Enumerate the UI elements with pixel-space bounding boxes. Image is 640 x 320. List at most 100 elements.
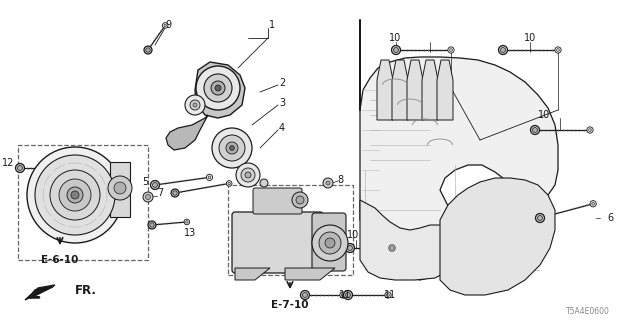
Circle shape [325, 238, 335, 248]
Circle shape [536, 213, 545, 222]
Circle shape [212, 128, 252, 168]
Circle shape [196, 66, 240, 110]
Polygon shape [285, 268, 335, 280]
Circle shape [346, 244, 355, 252]
Circle shape [394, 48, 399, 52]
Circle shape [342, 294, 344, 296]
Circle shape [392, 45, 401, 54]
Circle shape [184, 219, 189, 225]
Circle shape [54, 167, 56, 169]
Polygon shape [360, 200, 458, 280]
Circle shape [146, 48, 150, 52]
Polygon shape [422, 60, 438, 120]
Circle shape [344, 291, 353, 300]
Text: 10: 10 [389, 33, 401, 43]
Circle shape [15, 164, 24, 172]
Circle shape [346, 292, 351, 298]
Circle shape [145, 195, 150, 199]
Circle shape [538, 216, 543, 220]
Circle shape [303, 292, 307, 298]
Text: 7: 7 [157, 188, 163, 198]
Circle shape [348, 245, 353, 251]
Circle shape [385, 292, 391, 298]
Circle shape [340, 292, 346, 298]
Circle shape [592, 203, 595, 205]
Circle shape [450, 49, 452, 51]
Circle shape [27, 147, 123, 243]
Circle shape [152, 182, 157, 188]
Circle shape [296, 196, 304, 204]
Circle shape [150, 223, 154, 227]
Polygon shape [25, 285, 55, 300]
Circle shape [186, 221, 188, 223]
Polygon shape [360, 20, 558, 280]
Polygon shape [195, 62, 245, 118]
Circle shape [499, 45, 508, 54]
Circle shape [532, 128, 538, 132]
Text: 10: 10 [347, 230, 359, 240]
Text: 10: 10 [524, 33, 536, 43]
Polygon shape [166, 115, 208, 150]
Text: 4: 4 [279, 123, 285, 133]
Circle shape [323, 178, 333, 188]
Circle shape [208, 176, 211, 179]
Circle shape [260, 179, 268, 187]
Circle shape [292, 192, 308, 208]
Circle shape [67, 187, 83, 203]
Circle shape [193, 103, 197, 107]
Circle shape [150, 180, 159, 189]
Text: FR.: FR. [75, 284, 97, 297]
Circle shape [52, 165, 58, 171]
Circle shape [312, 225, 348, 261]
Circle shape [164, 24, 166, 27]
Bar [228, 185, 353, 275]
Circle shape [211, 81, 225, 95]
Circle shape [589, 129, 591, 131]
Bar [110, 162, 130, 217]
Circle shape [390, 247, 394, 249]
Circle shape [219, 135, 245, 161]
Circle shape [50, 170, 100, 220]
Text: T5A4E0600: T5A4E0600 [566, 308, 610, 316]
Circle shape [326, 181, 330, 185]
FancyBboxPatch shape [253, 188, 302, 214]
Circle shape [114, 182, 126, 194]
Polygon shape [407, 60, 423, 120]
Text: 10: 10 [538, 110, 550, 120]
Circle shape [227, 181, 232, 186]
Circle shape [500, 48, 506, 52]
Polygon shape [437, 60, 453, 120]
Circle shape [590, 201, 596, 207]
Text: 11: 11 [339, 290, 351, 300]
Text: 3: 3 [279, 98, 285, 108]
Circle shape [245, 172, 251, 178]
Circle shape [226, 142, 238, 154]
Circle shape [301, 291, 310, 300]
Circle shape [319, 232, 341, 254]
Circle shape [143, 192, 153, 202]
Circle shape [108, 176, 132, 200]
Circle shape [389, 245, 395, 251]
Circle shape [204, 74, 232, 102]
Polygon shape [392, 60, 408, 120]
Circle shape [173, 191, 177, 195]
Circle shape [71, 191, 79, 199]
Circle shape [148, 221, 156, 229]
Circle shape [35, 155, 115, 235]
Text: E-7-10: E-7-10 [271, 300, 308, 310]
Circle shape [163, 23, 168, 28]
Text: 9: 9 [165, 20, 171, 30]
Polygon shape [377, 60, 393, 120]
Bar [18, 145, 148, 260]
Text: 11: 11 [384, 290, 396, 300]
Circle shape [171, 189, 179, 197]
Circle shape [555, 47, 561, 53]
Circle shape [206, 174, 212, 180]
FancyBboxPatch shape [232, 212, 323, 273]
Circle shape [230, 146, 234, 150]
Circle shape [236, 163, 260, 187]
Circle shape [144, 46, 152, 54]
Text: 8: 8 [337, 175, 343, 185]
Text: 2: 2 [279, 78, 285, 88]
Circle shape [59, 179, 91, 211]
